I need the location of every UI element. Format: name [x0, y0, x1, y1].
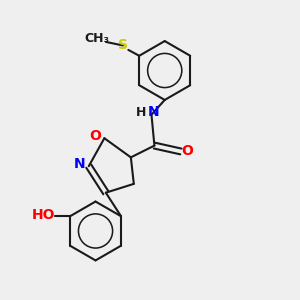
Text: N: N: [148, 105, 159, 119]
Text: N: N: [74, 157, 85, 171]
Text: HO: HO: [32, 208, 55, 222]
Text: S: S: [118, 38, 128, 52]
Text: CH₃: CH₃: [84, 32, 109, 46]
Text: O: O: [182, 145, 193, 158]
Text: H: H: [136, 106, 146, 119]
Text: O: O: [90, 129, 101, 143]
